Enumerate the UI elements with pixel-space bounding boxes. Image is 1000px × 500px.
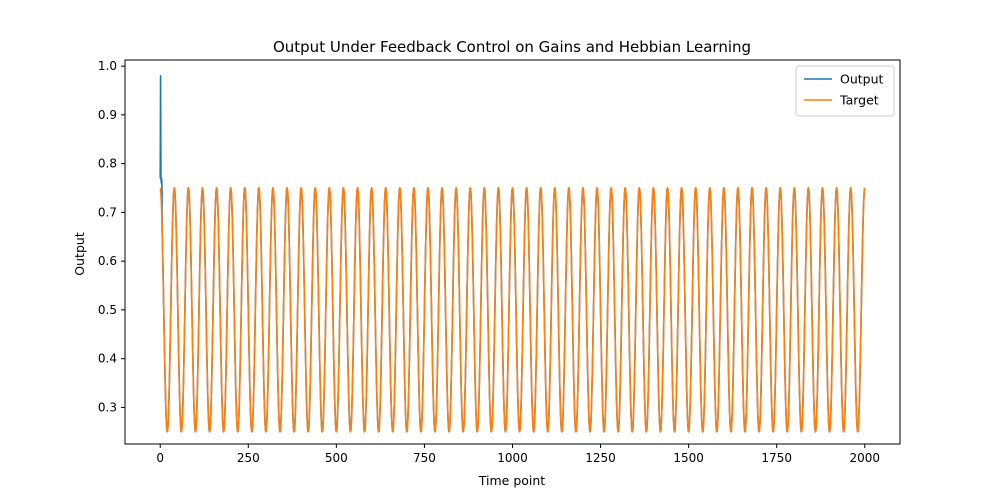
y-tick-label: 0.5 bbox=[98, 303, 117, 317]
y-axis: 0.3 0.4 0.5 0.6 0.7 0.8 0.9 1.0 bbox=[98, 59, 125, 414]
x-tick-label: 1750 bbox=[761, 451, 792, 465]
x-axis: 0 250 500 750 1000 1250 1500 1750 2000 bbox=[156, 444, 880, 465]
y-tick-label: 0.6 bbox=[98, 254, 117, 268]
x-tick-label: 1250 bbox=[585, 451, 616, 465]
y-axis-label: Output bbox=[72, 232, 87, 276]
legend: Output Target bbox=[795, 65, 895, 117]
y-tick-label: 1.0 bbox=[98, 59, 117, 73]
x-tick-label: 250 bbox=[237, 451, 260, 465]
chart-title: Output Under Feedback Control on Gains a… bbox=[273, 38, 751, 56]
x-tick-label: 2000 bbox=[849, 451, 880, 465]
x-tick-label: 0 bbox=[156, 451, 164, 465]
series-line-target bbox=[159, 187, 866, 433]
x-tick-label: 1500 bbox=[673, 451, 704, 465]
x-tick-label: 1000 bbox=[497, 451, 528, 465]
y-tick-label: 0.7 bbox=[98, 205, 117, 219]
y-tick-label: 0.4 bbox=[98, 352, 117, 366]
x-tick-label: 500 bbox=[325, 451, 348, 465]
legend-label-target: Target bbox=[839, 93, 879, 108]
legend-label-output: Output bbox=[840, 72, 884, 87]
x-axis-label: Time point bbox=[478, 473, 546, 488]
y-tick-label: 0.9 bbox=[98, 108, 117, 122]
y-tick-label: 0.3 bbox=[98, 400, 117, 414]
y-tick-label: 0.8 bbox=[98, 157, 117, 171]
x-tick-label: 750 bbox=[413, 451, 436, 465]
